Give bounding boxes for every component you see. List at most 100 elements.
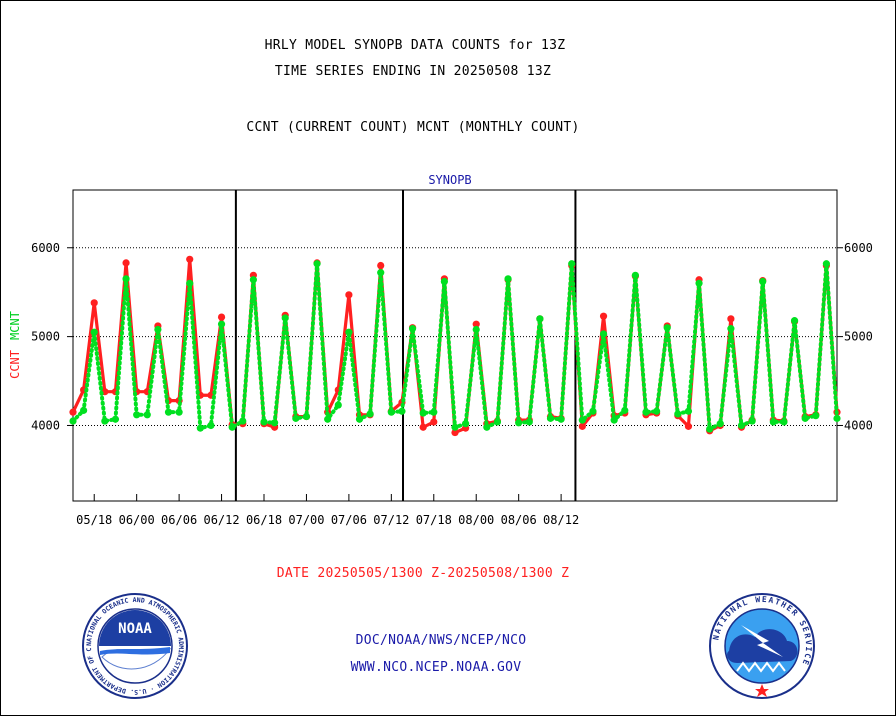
ccnt-point [186,255,194,263]
mcnt-point [504,275,512,283]
xtick-label: 06/00 [119,513,155,527]
mcnt-point [249,276,257,284]
xtick-label: 07/00 [288,513,324,527]
mcnt-point [260,418,268,426]
mcnt-point [780,418,788,426]
mcnt-point [228,423,236,431]
mcnt-point [292,414,300,422]
mcnt-point [706,425,714,433]
chart-title: SYNOPB [428,173,471,187]
mcnt-point [366,410,374,418]
mcnt-point [568,260,576,268]
time-series-chart: SYNOPB 4000 4000 5000 5000 6000 6000 05/18 06/… [8,173,873,527]
mcnt-point [355,415,364,423]
mcnt-point [631,271,639,279]
ccnt-point [69,408,77,416]
ytick-label-right: 5000 [844,330,873,344]
mcnt-point [621,406,629,414]
mcnt-point [737,421,746,430]
ccnt-point [217,313,226,321]
ytick-label-left: 6000 [31,241,60,255]
mcnt-line [71,261,839,432]
mcnt-point [451,423,459,431]
ccnt-point [419,423,427,431]
ccnt-point [727,315,735,323]
mcnt-point [122,275,130,283]
mcnt-point [790,317,799,325]
noaa-wordmark: NOAA [118,621,152,637]
mcnt-point [302,412,311,421]
ccnt-point [472,320,480,328]
website-link[interactable]: WWW.NCO.NCEP.NOAA.GOV [350,660,522,675]
xtick-label: 08/12 [543,513,579,527]
mcnt-point [154,325,162,334]
ccnt-point [599,312,608,320]
mcnt-point [769,418,777,426]
ytick-label-left: 5000 [31,330,60,344]
ccnt-point [377,261,385,270]
mcnt-point [398,407,406,415]
y-axis-label-ccnt: CCNT [8,350,22,379]
y-axis-title: CCNT MCNT [8,311,22,379]
xtick-label: 07/18 [416,513,452,527]
mcnt-point [143,411,151,419]
ccnt-point [578,422,586,430]
mcnt-point [801,414,809,422]
xtick-label: 07/06 [331,513,367,527]
ccnt-point [345,291,353,299]
title-line-3: CCNT (CURRENT COUNT) MCNT (MONTHLY COUNT… [246,120,580,135]
title-line-2: TIME SERIES ENDING IN 20250508 13Z [274,64,552,79]
mcnt-point [472,325,480,334]
mcnt-point [716,420,724,428]
ytick-label-right: 6000 [844,241,873,255]
mcnt-point [727,325,735,333]
mcnt-point [812,412,820,420]
mcnt-point [515,419,523,427]
mcnt-point [493,418,502,426]
mcnt-point [175,408,183,416]
x-tick-labels: 05/18 06/00 06/06 06/12 06/18 07/00 07/06 07/12… [76,513,579,527]
mcnt-point [483,423,491,431]
mcnt-point [281,314,289,322]
mcnt-point [833,414,841,422]
xtick-label: 06/12 [203,513,239,527]
mcnt-point [345,328,353,336]
mcnt-point [674,410,682,418]
mcnt-point [69,417,77,425]
mcnt-point [642,408,650,416]
mcnt-point [695,279,703,287]
mcnt-point [536,315,544,323]
mcnt-point [377,269,385,277]
mcnt-point [334,401,342,409]
y-tick-labels: 4000 4000 5000 5000 6000 6000 [31,241,873,433]
xtick-label: 08/06 [501,513,537,527]
mcnt-point [313,260,321,268]
nws-logo: NATIONAL WEATHER SERVICE [709,593,815,699]
mcnt-point [111,415,120,423]
mcnt-point [822,260,830,268]
ccnt-point [122,259,130,267]
mcnt-point [578,416,586,424]
mcnt-point [525,418,533,426]
mcnt-point [164,408,173,416]
mcnt-point [684,407,693,415]
mcnt-point [546,414,555,422]
mcnt-point [101,417,109,425]
axis-ticks [67,247,843,501]
mcnt-point [610,416,618,424]
xtick-label: 07/12 [373,513,409,527]
mcnt-point [217,320,226,328]
mcnt-point [419,409,427,417]
ccnt-point [430,418,438,426]
mcnt-point [80,406,88,414]
xtick-label: 08/00 [458,513,494,527]
xtick-label: 05/18 [76,513,112,527]
mcnt-point [599,330,608,338]
mcnt-point [759,277,767,286]
ccnt-point [684,422,693,430]
mcnt-point [589,407,597,415]
mcnt-point [271,419,279,427]
mcnt-point [133,411,141,419]
org-label: DOC/NOAA/NWS/NCEP/NCO [355,633,527,648]
mcnt-point [408,325,417,333]
